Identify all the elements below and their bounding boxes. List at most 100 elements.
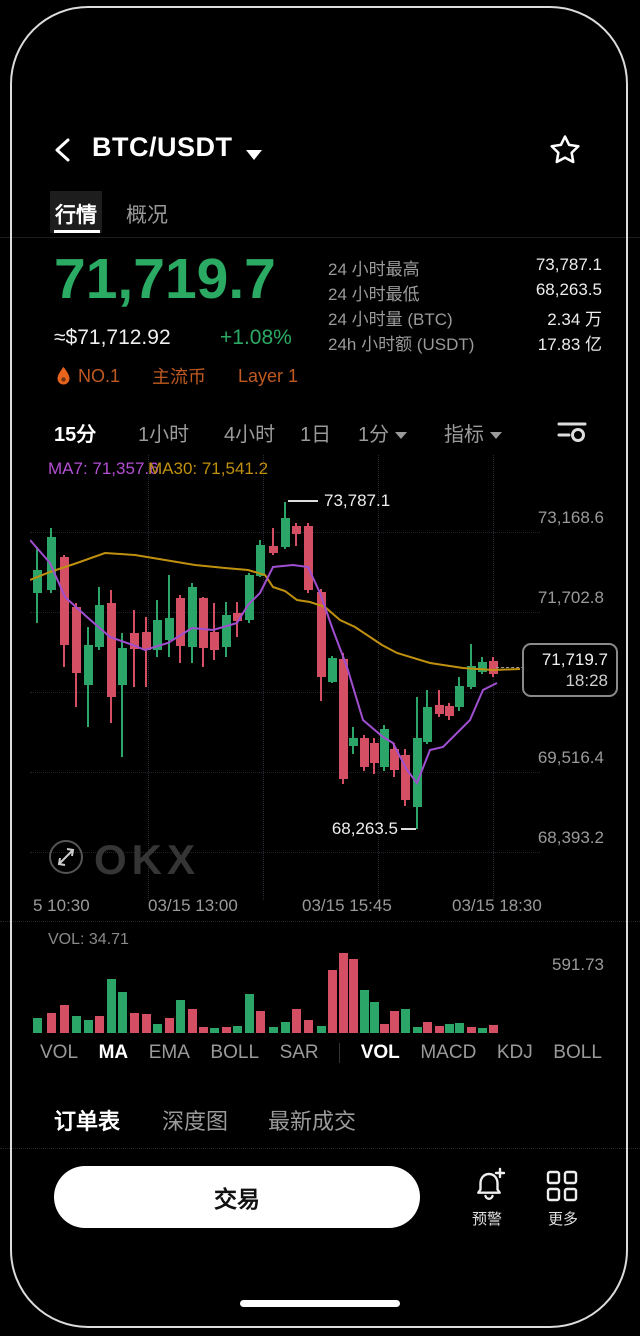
volume-bar <box>370 1002 379 1033</box>
volume-bar <box>233 1026 242 1033</box>
candle <box>60 557 69 645</box>
alert-button[interactable] <box>470 1166 508 1204</box>
indicator-vol-main[interactable]: VOL <box>40 1042 79 1063</box>
volume-bar <box>142 1014 151 1033</box>
candle <box>455 686 464 707</box>
stat-value: 17.83 亿 <box>537 335 602 354</box>
stat-row-turnover: 24h 小时额 (USDT) 17.83 亿 <box>328 330 602 355</box>
candlestick-chart[interactable]: MA7: 71,357.6 MA30: 71,541.2 73,168.6 71,… <box>30 455 618 900</box>
chevron-down-icon <box>490 432 502 440</box>
volume-bar <box>390 1011 399 1033</box>
tab-orderbook[interactable]: 订单表 <box>54 1109 121 1134</box>
gridline-v <box>493 455 494 900</box>
volume-bar <box>455 1023 464 1033</box>
volume-bar <box>165 1018 174 1033</box>
indicator-kdj[interactable]: KDJ <box>496 1042 533 1063</box>
candle <box>245 575 254 620</box>
candle <box>435 705 444 714</box>
candle <box>349 738 358 746</box>
star-icon <box>550 135 580 164</box>
volume-bar <box>360 990 369 1033</box>
indicator-macd[interactable]: MACD <box>420 1042 477 1063</box>
candle <box>210 632 219 650</box>
volume-bar <box>47 1013 56 1033</box>
indicator-ma[interactable]: MA <box>98 1042 129 1063</box>
volume-bar <box>478 1028 487 1033</box>
candle <box>165 618 174 640</box>
y-axis-label: 71,702.8 <box>537 588 604 607</box>
indicator-boll-sub[interactable]: BOLL <box>553 1042 602 1063</box>
timeframe-1h[interactable]: 1小时 <box>138 424 190 446</box>
tab-overview[interactable]: 概况 <box>126 204 168 227</box>
candle <box>256 545 265 576</box>
timeframe-1d[interactable]: 1日 <box>300 424 332 446</box>
grid-more-icon <box>546 1170 578 1202</box>
volume-bar <box>281 1022 290 1033</box>
expand-arrows-icon <box>49 840 83 874</box>
candle <box>84 645 93 685</box>
stat-row-high: 24 小时最高 73,787.1 <box>328 255 602 280</box>
tab-latest-trades[interactable]: 最新成交 <box>268 1109 357 1134</box>
candle <box>339 659 348 779</box>
y-axis-label: 69,516.4 <box>537 748 604 767</box>
stat-value: 68,263.5 <box>535 280 602 299</box>
last-price: 71,719.7 <box>54 247 276 311</box>
more-button[interactable] <box>546 1170 578 1202</box>
volume-bar <box>317 1026 326 1033</box>
volume-bar <box>292 1009 301 1033</box>
candle-wick <box>168 575 170 657</box>
pair-dropdown-caret-icon[interactable] <box>246 150 262 160</box>
trade-button[interactable]: 交易 <box>54 1166 420 1228</box>
tab-depth[interactable]: 深度图 <box>162 1109 229 1134</box>
volume-bar <box>176 1000 185 1033</box>
candle <box>222 615 231 647</box>
timeframe-more-dropdown[interactable]: 1分 <box>358 418 408 447</box>
candle <box>467 666 476 687</box>
stats-panel: 24 小时最高 73,787.1 24 小时最低 68,263.5 24 小时量… <box>328 255 602 355</box>
expand-chart-button[interactable] <box>48 839 84 875</box>
tab-underline <box>54 230 100 233</box>
candle <box>380 729 389 767</box>
candle <box>72 607 81 673</box>
volume-bar <box>328 970 337 1033</box>
bottom-tabs-divider <box>0 1148 640 1149</box>
y-axis-label: 73,168.6 <box>537 508 604 527</box>
badge-layer1[interactable]: Layer 1 <box>238 365 299 386</box>
volume-bar <box>33 1018 42 1033</box>
volume-bar <box>304 1020 313 1033</box>
volume-panel[interactable]: VOL: 34.71 591.73 <box>30 925 610 1033</box>
candle <box>304 526 313 590</box>
y-axis-label: 68,393.2 <box>537 828 604 847</box>
candle <box>281 518 290 547</box>
indicator-dropdown[interactable]: 指标 <box>444 418 502 447</box>
timeframe-4h[interactable]: 4小时 <box>224 424 276 446</box>
stat-row-low: 24 小时最低 68,263.5 <box>328 280 602 305</box>
badge-row: NO.1 主流币 Layer 1 <box>56 363 330 389</box>
high-annotation: 73,787.1 <box>324 491 391 510</box>
candle <box>445 706 454 716</box>
indicator-sar[interactable]: SAR <box>279 1042 319 1063</box>
tab-quotes[interactable]: 行情 <box>55 204 97 227</box>
volume-bar <box>435 1026 444 1033</box>
page-title[interactable]: BTC/USDT <box>92 132 233 162</box>
home-indicator[interactable] <box>240 1300 400 1307</box>
volume-bar <box>423 1022 432 1033</box>
candle <box>401 755 410 800</box>
badge-mainstream[interactable]: 主流币 <box>152 367 207 387</box>
chart-settings-button[interactable] <box>556 418 588 444</box>
candle <box>188 587 197 647</box>
candle <box>118 648 127 685</box>
volume-label: VOL: 34.71 <box>48 931 129 948</box>
favorite-button[interactable] <box>548 133 582 167</box>
current-price-box: 71,719.7 18:28 <box>522 643 618 697</box>
bell-plus-icon <box>477 1167 506 1200</box>
back-button[interactable] <box>52 136 74 164</box>
badge-rank[interactable]: NO.1 <box>78 365 121 386</box>
indicator-ema[interactable]: EMA <box>148 1042 190 1063</box>
volume-bar <box>445 1024 454 1033</box>
indicator-vol-sub[interactable]: VOL <box>360 1042 400 1063</box>
indicator-boll[interactable]: BOLL <box>210 1042 260 1063</box>
indicator-divider <box>339 1043 341 1063</box>
timeframe-15m[interactable]: 15分 <box>54 424 97 446</box>
volume-bar <box>245 994 254 1033</box>
